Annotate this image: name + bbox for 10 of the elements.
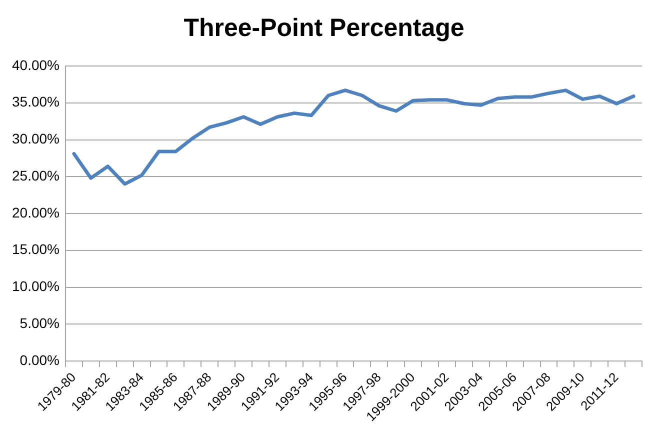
y-tick-label: 30.00%	[12, 130, 60, 147]
y-tick-label: 0.00%	[20, 352, 60, 368]
y-tick-label: 15.00%	[12, 241, 60, 258]
y-tick-label: 10.00%	[12, 278, 60, 294]
y-tick-label: 5.00%	[20, 314, 60, 331]
y-tick-label: 20.00%	[12, 204, 60, 220]
y-tick-label: 25.00%	[12, 167, 60, 184]
y-tick-label: 40.00%	[12, 56, 60, 73]
y-tick-label: 35.00%	[12, 94, 60, 110]
chart-title: Three-Point Percentage	[184, 14, 464, 42]
